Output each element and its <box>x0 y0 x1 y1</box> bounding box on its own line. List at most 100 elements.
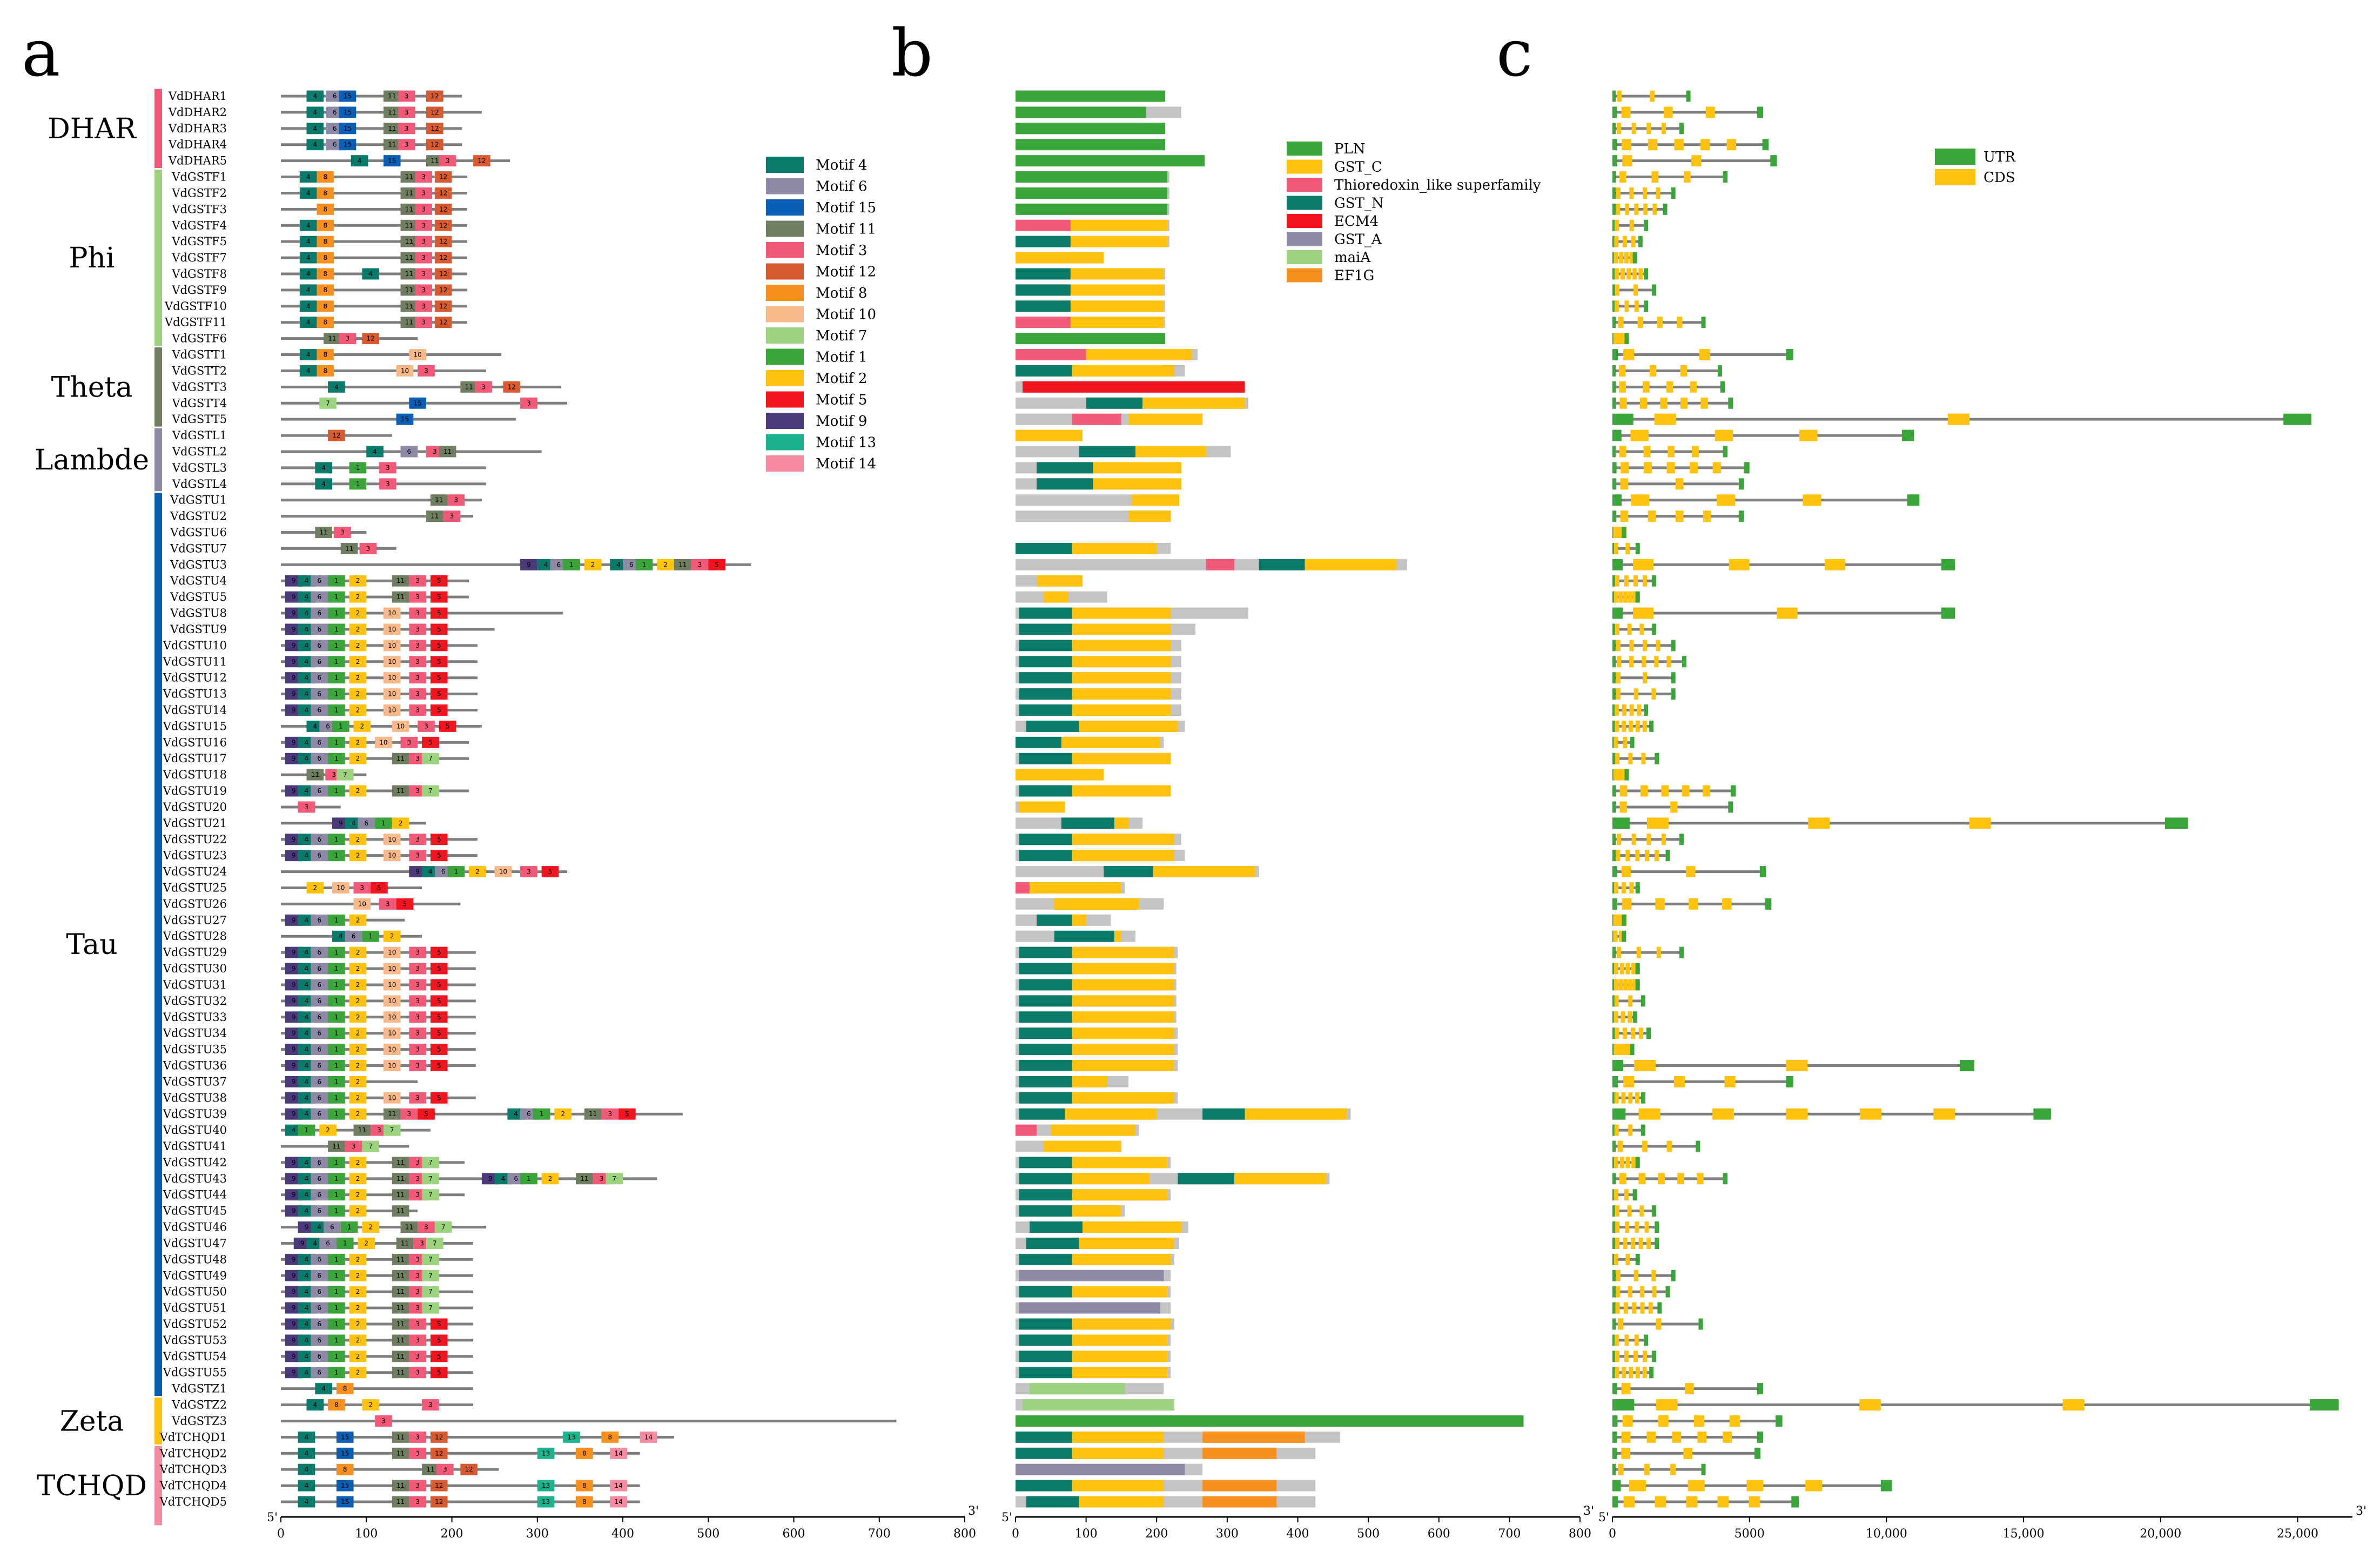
motif-number: 3 <box>415 1336 420 1344</box>
motif-8 <box>601 1431 619 1443</box>
motif-6 <box>311 1092 328 1104</box>
motif-number: 12 <box>439 221 447 229</box>
motif-1 <box>520 1173 537 1185</box>
motif-number: 3 <box>421 189 426 197</box>
cds-exon <box>1699 349 1710 360</box>
motif-number: 3 <box>527 868 531 876</box>
motif-11 <box>400 300 418 312</box>
utr-5 <box>1612 1253 1616 1265</box>
domain-gst-c <box>1070 300 1164 312</box>
cds-exon <box>1622 1367 1626 1379</box>
motif-number: 1 <box>334 1159 339 1166</box>
motif-number: 2 <box>356 1255 360 1263</box>
motif-3 <box>409 963 427 975</box>
motif-number: 6 <box>333 125 337 132</box>
domain-gst-n <box>1019 1027 1072 1039</box>
utr-3 <box>1701 317 1706 328</box>
domain-ef1g <box>1202 1447 1277 1459</box>
motif-4 <box>299 171 317 183</box>
domain-gst-c <box>1305 559 1397 570</box>
utr-5 <box>1612 268 1616 280</box>
motif-3 <box>353 882 371 894</box>
motif-number: 15 <box>341 1498 349 1506</box>
motif-5 <box>430 979 448 991</box>
domain-gst-c <box>1072 1286 1167 1298</box>
motif-number: 4 <box>544 561 548 568</box>
domain-gst-n <box>1019 607 1072 619</box>
utr-3 <box>1663 203 1668 215</box>
cds-exon <box>1614 1124 1619 1136</box>
motif-number: 5 <box>437 981 441 989</box>
motif-3 <box>418 365 435 377</box>
motif-number: 6 <box>527 1110 531 1118</box>
motif-number: 1 <box>334 1013 339 1021</box>
motif-number: 11 <box>396 1336 405 1344</box>
domain-gst-n <box>1019 672 1072 684</box>
motif-6 <box>311 785 328 797</box>
utr-3 <box>1632 1189 1637 1201</box>
motif-1 <box>328 1302 345 1314</box>
c-tick-label: 10,000 <box>1866 1527 1907 1541</box>
domain-maia <box>1030 1383 1125 1395</box>
utr-3 <box>1941 559 1955 570</box>
utr-3 <box>1635 1253 1640 1265</box>
cds-exon <box>1666 1140 1672 1152</box>
cds-exon <box>1641 785 1648 797</box>
motif-number: 1 <box>334 981 339 989</box>
motif-8 <box>336 1383 354 1395</box>
motif-number: 1 <box>334 1320 339 1328</box>
motif-number: 3 <box>421 238 426 245</box>
cds-exon <box>1651 1270 1656 1281</box>
motif-number: 3 <box>527 399 531 407</box>
motif-number: 11 <box>405 270 413 278</box>
motif-number: 3 <box>381 1417 386 1425</box>
motif-number: 9 <box>292 1336 296 1344</box>
motif-number: 2 <box>356 658 360 666</box>
cds-exon <box>1644 1463 1650 1475</box>
motif-2 <box>349 640 367 651</box>
domain-gst-c <box>1142 397 1245 409</box>
motif-3 <box>415 284 433 296</box>
gene-label: VdGSTU15 <box>163 720 227 733</box>
motif-11 <box>400 187 418 199</box>
motif-number: 8 <box>323 270 327 278</box>
motif-12 <box>362 333 379 345</box>
utr-3 <box>1941 607 1955 619</box>
motif-2 <box>349 1044 367 1056</box>
cds-exon <box>1615 1367 1619 1379</box>
motif-number: 3 <box>443 1466 447 1473</box>
cds-exon <box>1631 1238 1636 1249</box>
motif-number: 11 <box>405 1224 413 1231</box>
domain-thioredoxin-like-superfamily <box>1016 317 1071 328</box>
cds-exon <box>1706 106 1715 118</box>
motif-6 <box>358 817 375 829</box>
cds-exon <box>1628 753 1633 764</box>
motif-number: 12 <box>478 157 486 165</box>
utr-3 <box>1624 333 1629 345</box>
motif-2 <box>349 995 367 1007</box>
cds-exon <box>1627 623 1632 635</box>
motif-1 <box>328 591 345 603</box>
motif-6 <box>345 930 362 942</box>
domain-gst-c <box>1072 542 1157 554</box>
gene-label: VdGSTU34 <box>163 1027 227 1040</box>
utr-5 <box>1612 1060 1624 1071</box>
motif-number: 10 <box>401 367 409 374</box>
cds-exon <box>1622 1415 1633 1427</box>
domain-gst-n <box>1019 1108 1065 1120</box>
cds-exon <box>1622 720 1626 732</box>
cds-exon <box>1634 203 1639 215</box>
motif-3 <box>398 139 415 151</box>
cds-exon <box>1933 1108 1955 1120</box>
motif-number: 9 <box>292 916 296 924</box>
cds-exon <box>1746 1480 1764 1492</box>
motif-number: 3 <box>415 577 420 585</box>
motif-number: 6 <box>317 916 321 924</box>
motif-number: 9 <box>292 658 296 666</box>
motif-number: 6 <box>317 1272 321 1279</box>
motif-number: 1 <box>334 738 339 746</box>
motif-number: 5 <box>424 1110 428 1118</box>
motif-number: 3 <box>421 319 426 326</box>
motif-number: 3 <box>424 367 428 374</box>
b-tick-label: 700 <box>1498 1527 1521 1541</box>
